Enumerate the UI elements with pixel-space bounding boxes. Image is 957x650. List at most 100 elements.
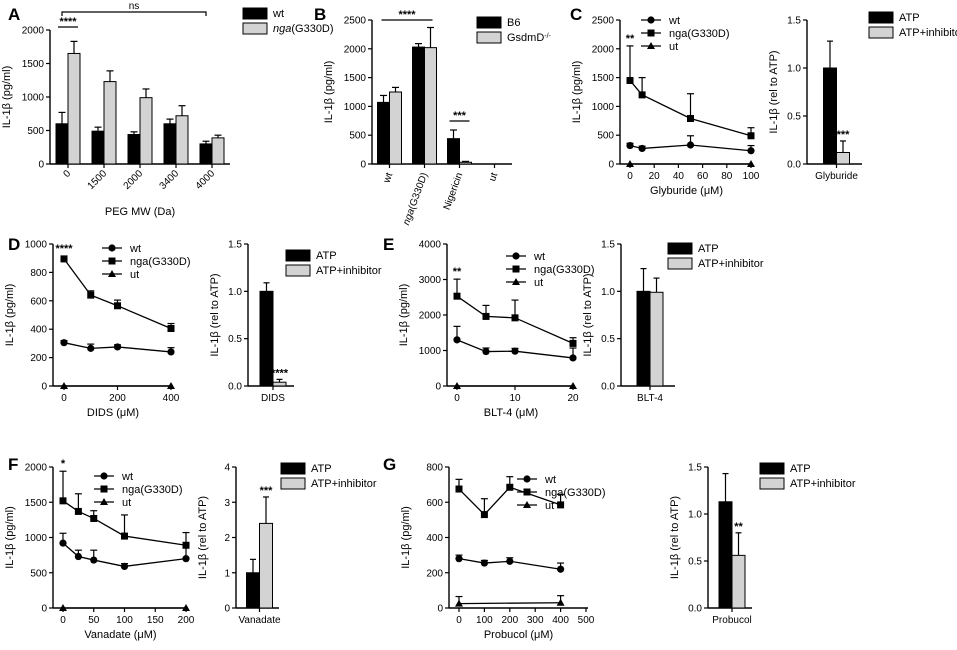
x-tick-label: Glyburide xyxy=(815,171,858,182)
y-axis-title: IL-1β (pg/ml) xyxy=(1,66,13,129)
panel-letter-g: G xyxy=(383,455,396,474)
x-axis-title: Glyburide (μM) xyxy=(650,185,723,197)
x-tick-label: 40 xyxy=(673,171,685,182)
y-tick-label: 0.5 xyxy=(601,334,615,345)
x-tick-label: 100 xyxy=(116,615,133,626)
panel-letter-d: D xyxy=(8,235,20,254)
y-tick-label: 0 xyxy=(38,160,44,171)
x-tick-label: 200 xyxy=(178,615,195,626)
data-point-square xyxy=(569,339,577,347)
bar-nga-g330d--2000 xyxy=(139,97,153,165)
y-tick-label: 0.0 xyxy=(228,382,242,393)
y-tick-label: 2 xyxy=(224,533,230,544)
y-tick-label: 0 xyxy=(608,160,614,171)
panel-letter-a: A xyxy=(8,5,20,24)
series-line-circle xyxy=(458,558,561,570)
y-tick-label: 1500 xyxy=(592,73,615,84)
significance-label: **** xyxy=(55,243,73,255)
legend-marker-square xyxy=(108,257,116,265)
bar-atp-inhibitor xyxy=(272,381,287,387)
bar-nga-g330d--0 xyxy=(67,52,81,165)
legend-swatch-atp xyxy=(868,11,894,24)
legend-label: wt xyxy=(533,251,545,263)
bar-nga-g330d--3400 xyxy=(175,115,189,165)
y-axis-title: IL-1β (pg/ml) xyxy=(4,284,16,347)
y-tick-label: 0 xyxy=(41,604,47,615)
y-tick-label: 4 xyxy=(224,463,230,474)
x-tick-label: 0 xyxy=(456,615,462,626)
data-point-triangle xyxy=(455,599,463,607)
bar-atp xyxy=(259,290,274,387)
legend-label: ATP xyxy=(698,243,719,255)
y-axis-title: IL-1β (rel to ATP) xyxy=(209,273,221,356)
ns-bracket xyxy=(61,11,207,16)
y-axis-title: IL-1β (pg/ml) xyxy=(398,284,410,347)
bar-wt-2000 xyxy=(127,134,141,165)
legend-label: nga(G330D) xyxy=(130,256,191,268)
bar-b6-nigericin xyxy=(447,138,460,165)
y-tick-label: 0.0 xyxy=(688,604,702,615)
x-axis-title: Probucol (μM) xyxy=(484,629,553,641)
x-tick-label: 60 xyxy=(697,171,709,182)
y-tick-label: 2000 xyxy=(22,26,45,37)
bar-atp-inhibitor xyxy=(731,554,746,609)
data-point-triangle xyxy=(453,382,461,389)
data-point-square xyxy=(506,483,514,491)
legend-swatch-atp xyxy=(280,462,306,475)
x-tick-label: 3400 xyxy=(158,168,182,192)
y-tick-label: 2500 xyxy=(592,16,615,27)
panel-letter-f: F xyxy=(8,455,18,474)
legend-marker-square xyxy=(647,29,655,37)
data-point-circle xyxy=(557,565,565,573)
legend-swatch-wt xyxy=(242,7,268,20)
data-point-square xyxy=(74,507,82,515)
significance-label: **** xyxy=(271,367,289,379)
y-tick-label: 1.0 xyxy=(787,64,801,75)
data-point-circle xyxy=(120,562,129,571)
y-tick-label: 4000 xyxy=(419,240,442,251)
series-line-circle xyxy=(629,144,752,152)
data-point-circle xyxy=(747,147,755,155)
data-point-square xyxy=(626,76,634,84)
legend-label: nga(G330D) xyxy=(669,28,730,40)
bar-gsdmd--nga-g330d- xyxy=(424,47,437,165)
data-point-triangle xyxy=(747,160,755,167)
legend-label: ut xyxy=(534,277,543,289)
y-tick-label: 1 xyxy=(224,568,230,579)
y-tick-label: 600 xyxy=(30,296,47,307)
legend-label: ATP+inhibitor xyxy=(311,478,377,490)
legend-marker-circle xyxy=(100,472,108,480)
y-tick-label: 1500 xyxy=(344,73,367,84)
y-tick-label: 2000 xyxy=(25,463,48,474)
bar-atp xyxy=(718,501,733,609)
data-point-triangle xyxy=(60,382,68,389)
significance-label: *** xyxy=(837,129,851,141)
y-tick-label: 1500 xyxy=(22,59,45,70)
y-tick-label: 0.0 xyxy=(787,160,801,171)
x-tick-label: 0 xyxy=(61,393,67,404)
y-tick-label: 2500 xyxy=(344,16,367,27)
y-tick-label: 2000 xyxy=(419,311,442,322)
data-point-square xyxy=(747,132,755,140)
significance-label: ** xyxy=(453,266,462,278)
data-point-circle xyxy=(59,539,67,547)
data-point-triangle xyxy=(569,382,577,389)
x-tick-label: 150 xyxy=(147,615,164,626)
x-tick-label: 0 xyxy=(61,168,73,180)
significance-label: **** xyxy=(59,16,77,28)
significance-label: *** xyxy=(260,485,274,497)
x-tick-label: ut xyxy=(487,171,500,183)
legend-marker-triangle xyxy=(523,501,531,508)
legend-label: ut xyxy=(122,497,131,509)
series-line-triangle xyxy=(458,602,561,605)
panel-letter-b: B xyxy=(314,5,326,24)
y-tick-label: 1.5 xyxy=(601,240,615,251)
y-tick-label: 1000 xyxy=(344,102,367,113)
legend-label: wt xyxy=(129,243,141,255)
legend-label: nga(G330D) xyxy=(273,23,334,35)
x-tick-label: 2000 xyxy=(122,168,146,192)
y-tick-label: 2000 xyxy=(592,44,615,55)
legend-swatch-atp xyxy=(759,462,785,475)
series-line-circle xyxy=(456,339,574,359)
data-point-square xyxy=(167,324,175,332)
